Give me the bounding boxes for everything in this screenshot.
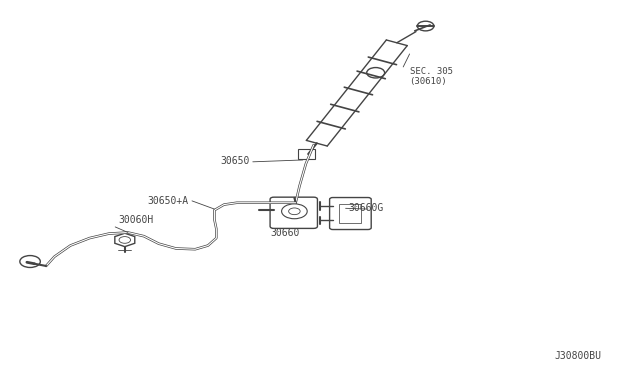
Circle shape (282, 204, 307, 219)
FancyBboxPatch shape (339, 204, 361, 223)
Circle shape (417, 21, 434, 31)
Text: 30650: 30650 (220, 156, 250, 166)
Text: SEC. 305
(30610): SEC. 305 (30610) (410, 67, 452, 86)
Circle shape (20, 256, 40, 267)
Text: 30660G: 30660G (349, 203, 384, 213)
FancyBboxPatch shape (298, 149, 316, 159)
Text: 30650+A: 30650+A (148, 196, 189, 206)
FancyBboxPatch shape (330, 198, 371, 230)
Circle shape (119, 237, 131, 243)
Text: 30060H: 30060H (118, 215, 154, 225)
Circle shape (289, 208, 300, 215)
Circle shape (367, 68, 385, 78)
Text: J30800BU: J30800BU (555, 351, 602, 361)
Text: 30660: 30660 (270, 228, 300, 238)
FancyBboxPatch shape (270, 197, 317, 228)
